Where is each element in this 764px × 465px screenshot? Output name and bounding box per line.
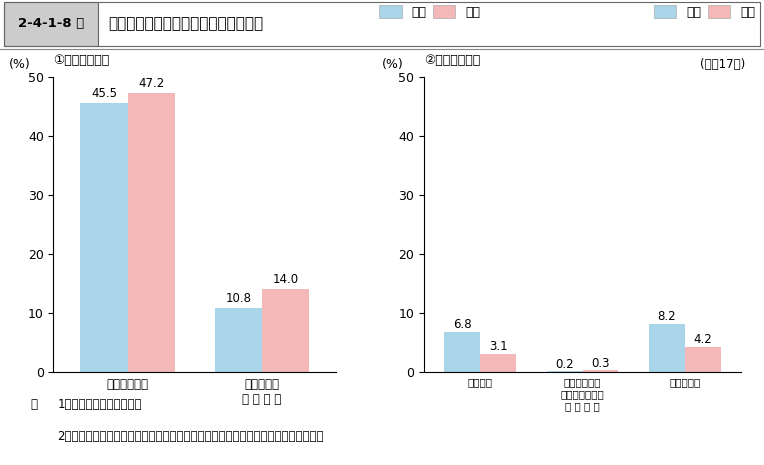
Text: 注: 注: [31, 398, 37, 411]
Bar: [128, 93, 175, 372]
Text: 6.8: 6.8: [453, 318, 471, 331]
Text: 2-4-1-8 図: 2-4-1-8 図: [18, 17, 84, 30]
Text: 0.3: 0.3: [591, 357, 610, 370]
Bar: [547, 371, 582, 372]
Text: 14.0: 14.0: [273, 273, 299, 286]
Text: 初入新受刑者の執行猫予・保護処分歴: 初入新受刑者の執行猫予・保護処分歴: [108, 16, 263, 31]
Text: 10.8: 10.8: [225, 292, 251, 305]
Bar: [685, 347, 720, 372]
Legend: 男子, 女子: 男子, 女子: [374, 0, 485, 24]
Text: 1　矯正統計年報による。: 1 矯正統計年報による。: [57, 398, 142, 411]
Text: 47.2: 47.2: [138, 77, 164, 90]
Text: 2　「執行猫予歴」及び「保護処分歴」は，それぞれ主要なもの１種類を計上した。: 2 「執行猫予歴」及び「保護処分歴」は，それぞれ主要なもの１種類を計上した。: [57, 430, 324, 443]
Bar: [80, 103, 128, 372]
Text: ①　執行猫予歴: ① 執行猫予歴: [53, 54, 110, 67]
Bar: [582, 370, 618, 372]
Text: 0.2: 0.2: [555, 358, 574, 371]
Y-axis label: (%): (%): [8, 58, 31, 71]
Text: (平成17年): (平成17年): [700, 58, 745, 71]
Text: ②　保護処分歴: ② 保護処分歴: [424, 54, 481, 67]
Bar: [481, 354, 516, 372]
Legend: 男子, 女子: 男子, 女子: [649, 0, 760, 24]
Bar: [649, 324, 685, 372]
Bar: [262, 289, 309, 372]
Bar: [445, 332, 481, 372]
Text: 8.2: 8.2: [658, 310, 676, 323]
Y-axis label: (%): (%): [381, 58, 403, 71]
Bar: [215, 308, 262, 372]
Bar: [4, 2, 98, 46]
Text: 3.1: 3.1: [489, 340, 507, 353]
Text: 4.2: 4.2: [694, 333, 712, 346]
Text: 45.5: 45.5: [91, 87, 117, 100]
